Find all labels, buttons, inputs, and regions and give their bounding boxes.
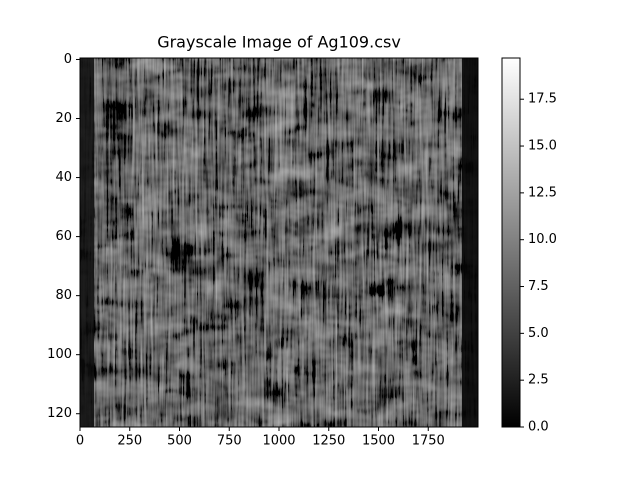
- y-tick-label: 0: [64, 52, 72, 67]
- x-tick-label: 1000: [262, 434, 295, 449]
- x-tick-label: 1250: [312, 434, 345, 449]
- x-tick-label: 750: [217, 434, 242, 449]
- colorbar-tick-label: 7.5: [528, 279, 549, 294]
- y-tick-label: 120: [47, 406, 72, 421]
- colorbar-tick-label: 2.5: [528, 373, 549, 388]
- colorbar-tick-label: 17.5: [528, 92, 557, 107]
- colorbar-tick-label: 5.0: [528, 326, 549, 341]
- image-area: [80, 58, 478, 427]
- y-tick-label: 100: [47, 347, 72, 362]
- x-tick-label: 1750: [412, 434, 445, 449]
- y-tick-label: 80: [55, 288, 72, 303]
- x-tick-label: 250: [117, 434, 142, 449]
- colorbar-tick-label: 10.0: [528, 232, 557, 247]
- y-tick-label: 60: [55, 229, 72, 244]
- colorbar-tick-label: 12.5: [528, 185, 557, 200]
- y-tick-label: 20: [55, 111, 72, 126]
- colorbar-tick-label: 15.0: [528, 139, 557, 154]
- x-tick-label: 0: [76, 434, 84, 449]
- chart-title: Grayscale Image of Ag109.csv: [157, 33, 401, 52]
- colorbar-tick-label: 0.0: [528, 420, 549, 435]
- x-tick-label: 500: [167, 434, 192, 449]
- x-tick-label: 1500: [362, 434, 395, 449]
- colorbar: [501, 57, 521, 428]
- y-tick-label: 40: [55, 170, 72, 185]
